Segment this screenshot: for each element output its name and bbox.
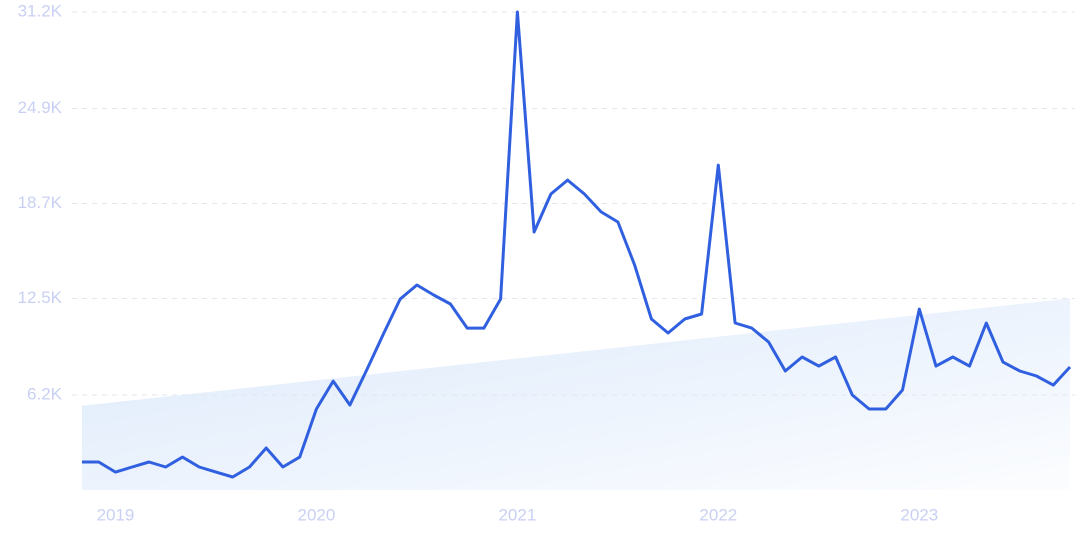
x-tick-label: 2023 [900,505,938,524]
y-tick-label: 6.2K [27,384,63,403]
data-line [82,10,1072,479]
y-tick-label: 24.9K [18,98,63,117]
x-tick-label: 2019 [97,505,135,524]
y-tick-label: 12.5K [18,288,63,307]
trend-area [82,298,1070,490]
x-tick-label: 2021 [498,505,536,524]
x-tick-label: 2020 [298,505,336,524]
y-tick-label: 18.7K [18,193,63,212]
y-tick-label: 31.2K [18,1,63,20]
x-tick-label: 2022 [699,505,737,524]
